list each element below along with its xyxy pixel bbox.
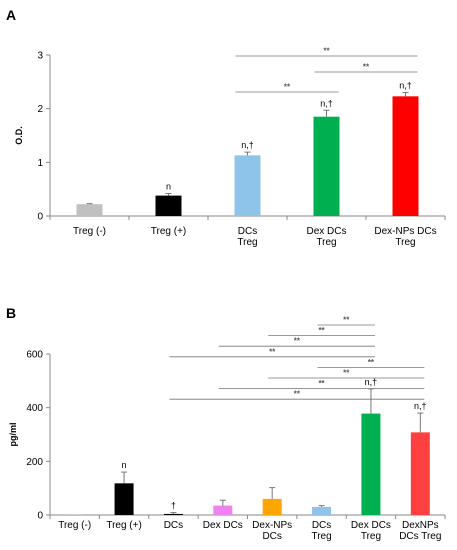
bar-annotation: n,†: [241, 140, 254, 150]
y-tick-label: 200: [26, 457, 43, 468]
bar: [262, 498, 282, 515]
bar: [65, 514, 85, 515]
bar: [213, 505, 233, 515]
y-tick-label: 400: [26, 403, 43, 414]
significance-label: **: [323, 47, 330, 56]
bar: [155, 195, 182, 216]
y-tick-label: 1: [37, 158, 43, 169]
bar: [312, 506, 332, 515]
x-tick-label: DCs: [164, 520, 183, 531]
bar: [76, 204, 103, 216]
bar-annotation: n,†: [414, 401, 427, 411]
x-tick-label: Dex-NPs: [252, 520, 292, 531]
x-tick-label: Treg: [237, 237, 257, 248]
x-tick-label: DCs Treg: [399, 531, 441, 542]
x-tick-label: DexNPs: [402, 520, 439, 531]
bar-annotation: n: [166, 181, 171, 191]
x-tick-label: Treg: [316, 237, 336, 248]
significance-label: **: [363, 63, 370, 72]
bar-annotation: n,†: [320, 98, 333, 108]
significance-label: **: [294, 337, 301, 346]
x-tick-label: Treg: [395, 237, 415, 248]
significance-label: **: [318, 379, 325, 388]
y-tick-label: 0: [37, 511, 43, 522]
x-tick-label: Treg (+): [106, 520, 141, 531]
bar-annotation: †: [171, 501, 176, 511]
x-tick-label: Dex-NPs DCs: [374, 226, 436, 237]
significance-label: **: [343, 369, 350, 378]
significance-label: **: [284, 83, 291, 92]
bar: [234, 155, 261, 216]
y-tick-label: 0: [37, 212, 43, 223]
x-tick-label: DCs: [262, 531, 281, 542]
x-tick-label: Dex DCs: [351, 520, 391, 531]
bar: [313, 116, 340, 216]
x-tick-label: Dex DCs: [306, 226, 346, 237]
y-tick-label: 600: [26, 350, 43, 361]
significance-label: **: [368, 358, 375, 367]
y-tick-label: 3: [37, 51, 43, 62]
panel-letter: B: [6, 305, 16, 321]
bar-annotation: n,†: [399, 81, 412, 91]
bar: [392, 96, 419, 216]
y-axis-title: pg/ml: [8, 423, 18, 447]
x-tick-label: Treg: [311, 531, 331, 542]
bar-annotation: n: [122, 460, 127, 470]
y-tick-label: 2: [37, 104, 43, 115]
bar: [163, 513, 183, 515]
x-tick-label: Treg: [361, 531, 381, 542]
significance-label: **: [269, 347, 276, 356]
significance-label: **: [294, 390, 301, 399]
x-tick-label: Treg (-): [73, 226, 106, 237]
bar: [361, 413, 381, 515]
bar-annotation: n,†: [365, 377, 378, 387]
panel-letter: A: [6, 7, 16, 23]
x-tick-label: DCs: [238, 226, 257, 237]
y-axis-title: O.D.: [14, 126, 24, 145]
significance-label: **: [343, 316, 350, 325]
x-tick-label: Treg (-): [58, 520, 91, 531]
significance-label: **: [318, 326, 325, 335]
x-tick-label: Dex DCs: [203, 520, 243, 531]
x-tick-label: DCs: [312, 520, 331, 531]
x-tick-label: Treg (+): [151, 226, 186, 237]
bar: [410, 432, 430, 515]
bar: [114, 483, 134, 515]
